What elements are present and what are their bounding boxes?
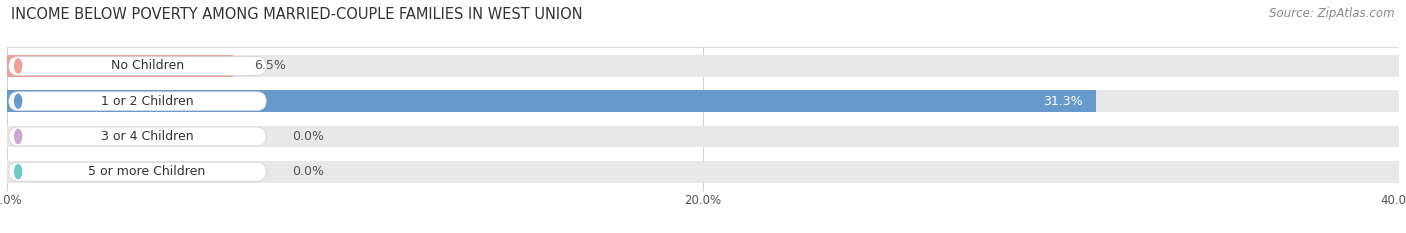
- Text: Source: ZipAtlas.com: Source: ZipAtlas.com: [1270, 7, 1395, 20]
- Text: 3 or 4 Children: 3 or 4 Children: [101, 130, 194, 143]
- FancyBboxPatch shape: [8, 92, 266, 111]
- Text: 1 or 2 Children: 1 or 2 Children: [101, 95, 194, 108]
- Text: 5 or more Children: 5 or more Children: [89, 165, 205, 178]
- Ellipse shape: [14, 58, 22, 74]
- FancyBboxPatch shape: [8, 162, 266, 181]
- Text: INCOME BELOW POVERTY AMONG MARRIED-COUPLE FAMILIES IN WEST UNION: INCOME BELOW POVERTY AMONG MARRIED-COUPL…: [11, 7, 583, 22]
- Bar: [7, 90, 1399, 112]
- Bar: [7, 55, 1399, 77]
- Text: 0.0%: 0.0%: [292, 130, 325, 143]
- Ellipse shape: [14, 164, 22, 179]
- Bar: [7, 90, 1097, 112]
- Ellipse shape: [14, 129, 22, 144]
- Ellipse shape: [14, 93, 22, 109]
- Bar: [7, 126, 1399, 147]
- Bar: [7, 55, 233, 77]
- Text: 6.5%: 6.5%: [254, 59, 285, 72]
- Text: No Children: No Children: [111, 59, 184, 72]
- Bar: [7, 161, 1399, 183]
- Text: 0.0%: 0.0%: [292, 165, 325, 178]
- FancyBboxPatch shape: [8, 56, 266, 75]
- Text: 31.3%: 31.3%: [1043, 95, 1083, 108]
- FancyBboxPatch shape: [8, 127, 266, 146]
